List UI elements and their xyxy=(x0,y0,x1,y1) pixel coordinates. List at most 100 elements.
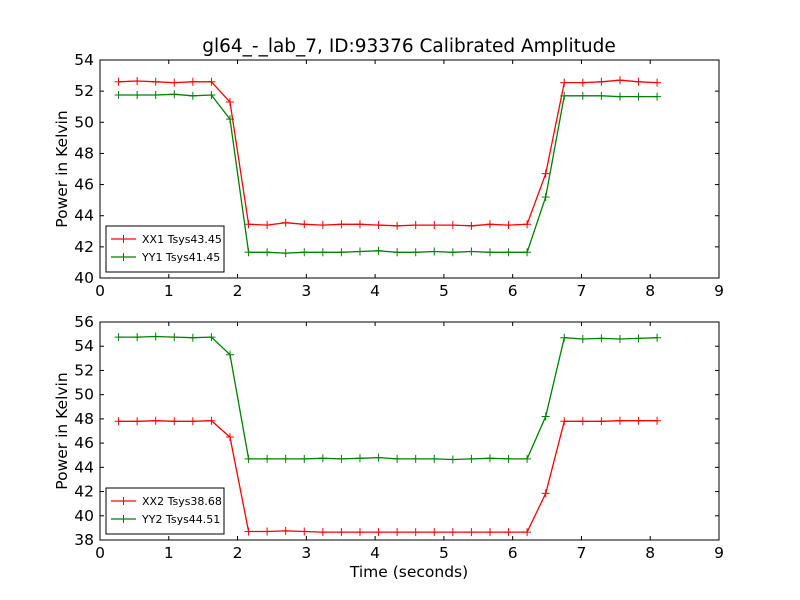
data-point xyxy=(430,528,439,537)
data-point xyxy=(393,221,402,230)
data-point xyxy=(133,91,142,100)
data-point xyxy=(504,248,513,257)
data-point xyxy=(597,77,606,86)
data-point xyxy=(318,221,327,230)
data-point xyxy=(541,169,550,178)
legend: XX2 Tsys38.68 YY2 Tsys44.51 xyxy=(105,487,225,535)
data-point xyxy=(114,91,123,100)
y-tick-label: 44 xyxy=(74,458,94,476)
data-point xyxy=(578,417,587,426)
data-point xyxy=(448,455,457,464)
data-point xyxy=(485,528,494,537)
legend-marker xyxy=(119,515,128,523)
data-point xyxy=(300,220,309,229)
x-tick-label: 2 xyxy=(233,544,243,562)
data-point xyxy=(318,248,327,257)
data-point xyxy=(653,416,662,425)
data-point xyxy=(188,333,197,342)
data-point xyxy=(318,528,327,537)
data-point xyxy=(467,528,476,537)
data-point xyxy=(114,333,123,342)
legend-box xyxy=(105,487,225,535)
data-point xyxy=(133,77,142,86)
x-tick-label: 7 xyxy=(577,282,587,300)
data-point xyxy=(560,78,569,87)
data-point xyxy=(318,454,327,463)
x-tick-label: 6 xyxy=(508,544,518,562)
data-point xyxy=(560,333,569,342)
data-point xyxy=(133,417,142,426)
data-point xyxy=(448,221,457,230)
data-point xyxy=(300,454,309,463)
data-point xyxy=(541,193,550,202)
data-point xyxy=(170,78,179,87)
data-point xyxy=(281,249,290,258)
data-point xyxy=(133,333,142,342)
x-tick-label: 3 xyxy=(301,544,311,562)
data-point xyxy=(467,454,476,463)
chart-title: gl64_-_lab_7, ID:93376 Calibrated Amplit… xyxy=(202,36,616,57)
data-point xyxy=(597,91,606,100)
data-point xyxy=(337,528,346,537)
legend-marker xyxy=(119,235,128,243)
data-point xyxy=(188,91,197,100)
x-tick-label: 1 xyxy=(164,282,174,300)
data-point xyxy=(170,333,179,342)
y-tick-label: 54 xyxy=(74,337,94,355)
data-point xyxy=(207,416,216,425)
y-axis-label: Power in Kelvin xyxy=(53,372,71,489)
data-point xyxy=(634,416,643,425)
data-point xyxy=(411,248,420,257)
x-tick-label: 8 xyxy=(645,544,655,562)
data-point xyxy=(170,90,179,99)
data-point xyxy=(393,528,402,537)
data-point xyxy=(393,248,402,257)
y-tick-label: 50 xyxy=(74,113,94,131)
data-point xyxy=(151,91,160,100)
x-tick-label: 7 xyxy=(577,544,587,562)
data-point xyxy=(523,528,532,537)
data-point xyxy=(541,489,550,498)
x-axis-label: Time (seconds) xyxy=(349,563,468,581)
data-point xyxy=(523,454,532,463)
data-point xyxy=(430,454,439,463)
data-point xyxy=(281,454,290,463)
data-point xyxy=(207,91,216,100)
data-point xyxy=(244,220,253,229)
data-point xyxy=(151,416,160,425)
data-point xyxy=(504,528,513,537)
data-point xyxy=(523,248,532,257)
plot-frame xyxy=(99,59,720,279)
data-point xyxy=(653,78,662,87)
data-point xyxy=(337,454,346,463)
plot-frame xyxy=(99,321,720,541)
data-point xyxy=(485,220,494,229)
data-point xyxy=(355,247,364,256)
data-point xyxy=(653,333,662,342)
data-point xyxy=(114,417,123,426)
x-tick-label: 0 xyxy=(95,282,105,300)
data-point xyxy=(355,528,364,537)
data-point xyxy=(337,248,346,257)
data-point xyxy=(263,221,272,230)
x-tick-label: 5 xyxy=(439,544,449,562)
data-point xyxy=(355,220,364,229)
y-tick-label: 48 xyxy=(74,410,94,428)
data-point xyxy=(300,527,309,536)
top-panel: 0 1 2 3 4 5 6 7 8 9 40 42 44 46 48 50 52 54 Power in Kelvi… xyxy=(53,51,724,300)
y-axis-label: Power in Kelvin xyxy=(53,110,71,227)
data-point xyxy=(244,527,253,536)
x-tick-label: 4 xyxy=(370,282,380,300)
data-point xyxy=(188,417,197,426)
data-point xyxy=(578,91,587,100)
y-tick-label: 52 xyxy=(74,361,94,379)
x-tick-label: 5 xyxy=(439,282,449,300)
data-point xyxy=(393,454,402,463)
data-point xyxy=(207,333,216,342)
data-point xyxy=(225,433,234,442)
data-point xyxy=(300,248,309,257)
data-point xyxy=(411,528,420,537)
x-tick-label: 3 xyxy=(301,282,311,300)
data-point xyxy=(597,417,606,426)
